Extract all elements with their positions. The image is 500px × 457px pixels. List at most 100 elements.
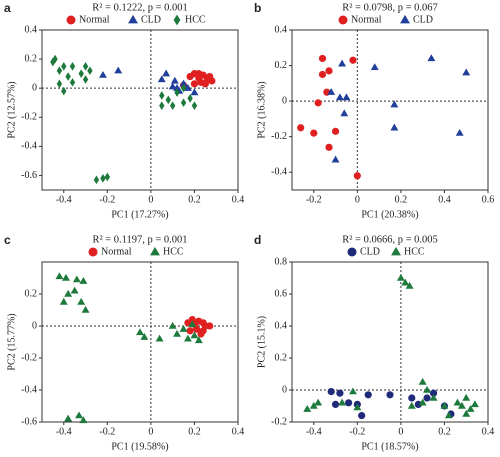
point xyxy=(159,91,165,100)
legend-label: HCC xyxy=(185,14,206,25)
point xyxy=(82,75,89,84)
point xyxy=(61,62,67,71)
point xyxy=(77,297,86,305)
point xyxy=(327,388,335,396)
x-axis-label: PC1 (18.57%) xyxy=(361,441,418,452)
point xyxy=(78,69,84,78)
point xyxy=(345,399,353,407)
point xyxy=(370,63,379,71)
point xyxy=(59,297,68,305)
point xyxy=(325,143,333,151)
x-tick-label: -0.4 xyxy=(56,194,72,205)
panel-label: d xyxy=(254,233,261,247)
plot-frame xyxy=(41,261,239,423)
point xyxy=(55,272,64,280)
point xyxy=(191,101,198,110)
point xyxy=(69,62,76,71)
legend-label: CLD xyxy=(360,246,380,257)
panel-label: c xyxy=(4,233,11,247)
point xyxy=(180,83,187,93)
x-tick-label: 0.4 xyxy=(232,194,245,205)
point xyxy=(155,334,164,342)
x-tick-label: 0 xyxy=(148,426,153,437)
point xyxy=(100,174,106,183)
point xyxy=(331,155,340,163)
point xyxy=(114,66,123,74)
point xyxy=(52,54,58,64)
point xyxy=(418,377,427,385)
point xyxy=(190,88,199,96)
chart-title: R² = 0.1197, p = 0.001 xyxy=(92,234,187,245)
point xyxy=(349,56,357,64)
point xyxy=(310,129,318,137)
point xyxy=(462,393,471,401)
legend-label: Normal xyxy=(79,14,110,25)
point xyxy=(390,100,399,108)
x-tick-label: -0.2 xyxy=(349,426,365,437)
point xyxy=(331,127,340,135)
plot-frame xyxy=(291,261,489,423)
point xyxy=(79,277,88,284)
point xyxy=(104,172,111,182)
y-tick-label: 0.4 xyxy=(275,24,288,35)
point xyxy=(72,275,81,283)
legend-marker xyxy=(128,14,138,24)
point xyxy=(75,411,83,419)
point xyxy=(65,72,71,81)
x-tick-label: 0.4 xyxy=(232,426,245,437)
point xyxy=(165,95,172,105)
point xyxy=(462,409,471,417)
point xyxy=(162,69,171,77)
y-tick-label: -0.4 xyxy=(21,384,37,395)
point xyxy=(190,80,199,88)
x-tick-label: -0.2 xyxy=(99,194,115,205)
point xyxy=(193,325,201,333)
point xyxy=(93,175,100,185)
point xyxy=(169,101,176,110)
point xyxy=(349,387,357,395)
point xyxy=(455,128,464,136)
point xyxy=(174,88,180,97)
y-tick-label: -0.2 xyxy=(21,112,37,123)
point xyxy=(386,391,394,399)
chart-title: R² = 0.0666, p = 0.005 xyxy=(342,234,438,245)
point xyxy=(61,86,67,96)
y-tick-label: -0.6 xyxy=(21,170,37,181)
x-tick-label: 0.2 xyxy=(395,194,408,205)
point xyxy=(297,124,305,132)
point xyxy=(338,398,347,406)
y-tick-label: 0 xyxy=(32,320,37,331)
point xyxy=(327,88,336,95)
chart-title: R² = 0.0798, p = 0.067 xyxy=(342,2,438,13)
y-tick-label: 0.8 xyxy=(275,256,288,267)
point xyxy=(314,99,322,107)
point xyxy=(195,70,203,78)
legend-marker xyxy=(150,246,160,256)
point xyxy=(358,412,366,420)
legend-label: CLD xyxy=(141,14,161,25)
x-tick-label: 0 xyxy=(148,194,153,205)
y-axis-label: PC2 (12.57%) xyxy=(6,81,17,138)
legend-marker xyxy=(400,14,410,24)
x-tick-label: 0 xyxy=(398,426,403,437)
point xyxy=(405,281,414,289)
point xyxy=(462,68,471,76)
point xyxy=(423,394,431,402)
point xyxy=(140,333,149,340)
point xyxy=(81,305,90,313)
y-tick-label: 0 xyxy=(282,95,287,106)
point xyxy=(331,400,340,408)
legend-label: CLD xyxy=(413,14,433,25)
point xyxy=(314,398,323,406)
plot-frame xyxy=(291,29,489,191)
point xyxy=(336,389,344,397)
panel-label: a xyxy=(4,1,11,15)
point xyxy=(407,401,416,409)
y-tick-label: 0.2 xyxy=(275,352,288,363)
plot-frame xyxy=(41,29,239,191)
point xyxy=(303,405,312,412)
point xyxy=(183,334,192,342)
legend-marker xyxy=(338,15,348,25)
point xyxy=(338,59,347,67)
